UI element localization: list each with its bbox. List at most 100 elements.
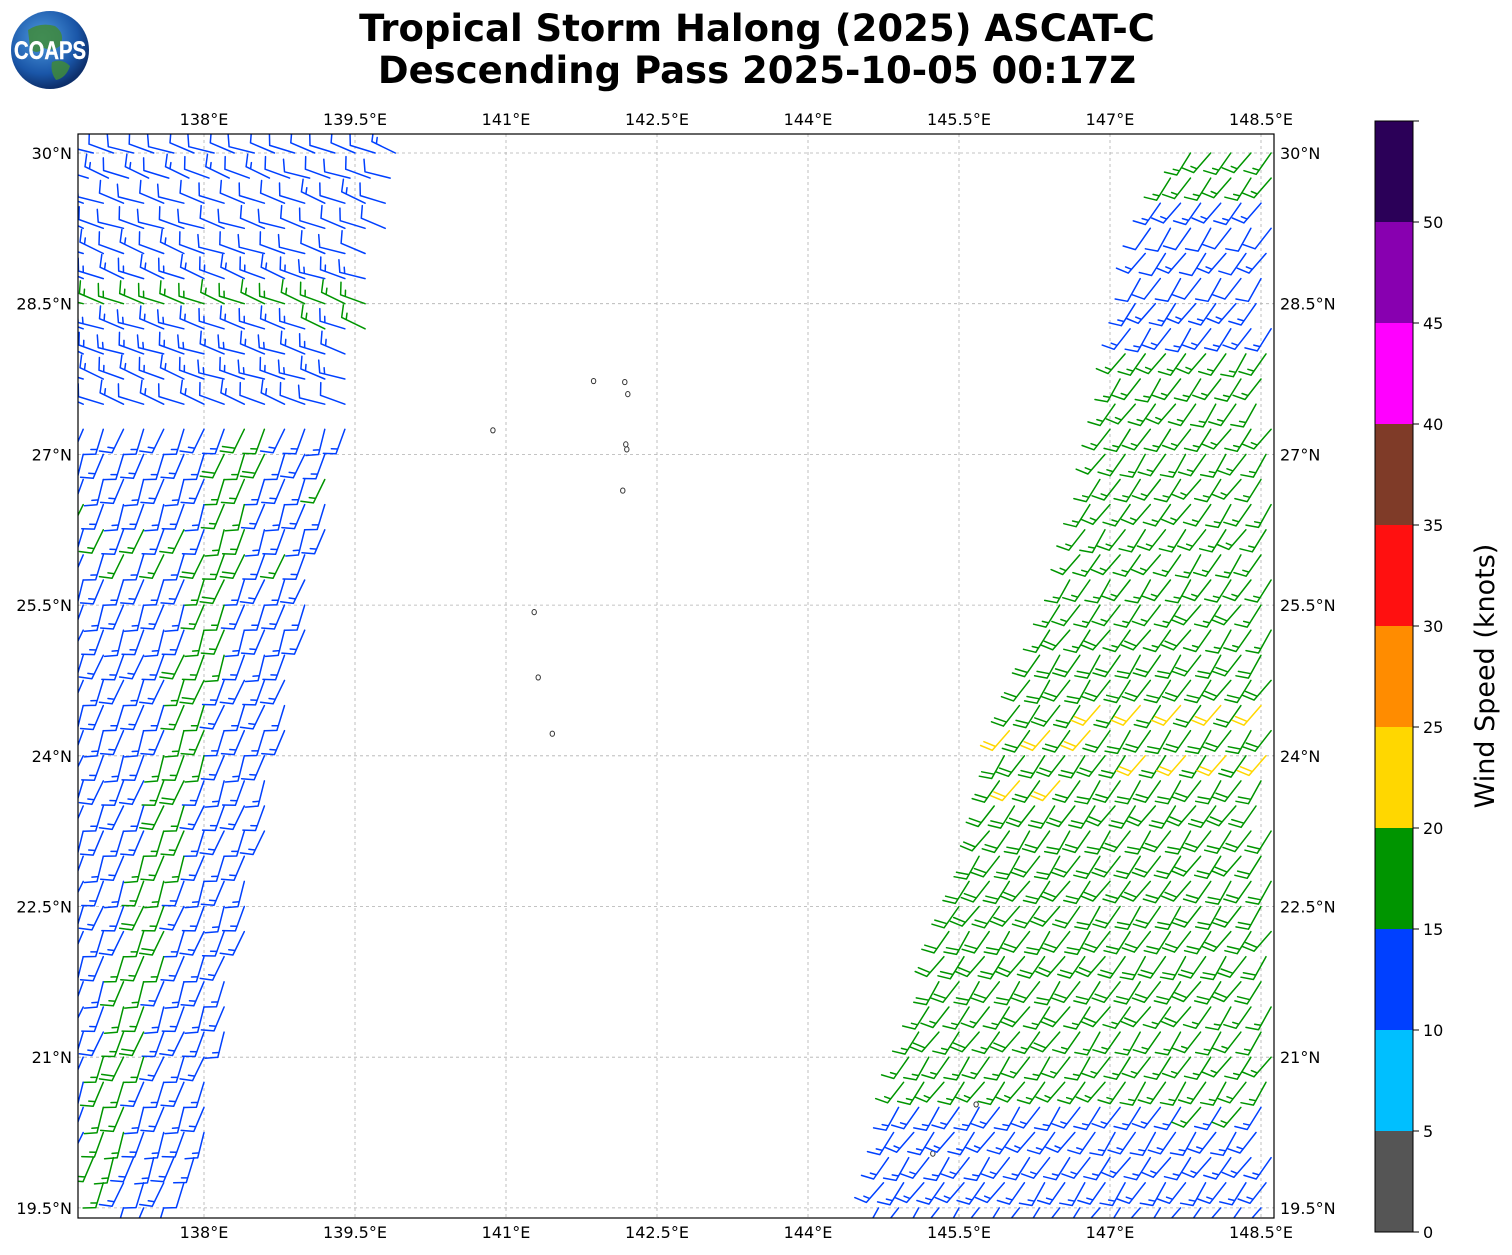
wind-barb: [181, 780, 205, 807]
wind-barb: [1236, 252, 1267, 274]
wind-barb: [1005, 805, 1036, 828]
wind-barb: [1000, 930, 1031, 953]
wind-barb: [1120, 629, 1152, 651]
wind-barb: [994, 955, 1026, 978]
wind-barb: [122, 679, 145, 707]
wind-barb: [1080, 880, 1111, 902]
wind-barb: [199, 330, 225, 355]
wind-barb: [1127, 403, 1157, 427]
wind-barb: [242, 805, 266, 832]
lat-tick-label-left: 19.5°N: [16, 1199, 72, 1218]
wind-barb: [954, 955, 985, 978]
wind-barb: [1184, 227, 1212, 252]
wind-barb: [866, 1131, 895, 1156]
wind-barb: [1068, 805, 1096, 829]
wind-barb: [1150, 704, 1182, 726]
lat-ticks-left: 30°N 28.5°N 27°N 25.5°N 24°N 22.5°N 21°N 19.5°N: [16, 144, 72, 1218]
wind-barb: [117, 383, 145, 405]
wind-barb: [98, 679, 125, 705]
wind-barb: [116, 183, 145, 204]
wind-barb: [140, 478, 165, 505]
wind-barb: [876, 1182, 905, 1206]
wind-barb: [78, 376, 84, 380]
wind-barb: [319, 256, 346, 280]
wind-barb: [83, 604, 105, 633]
wind-barb: [1072, 554, 1101, 577]
wind-barb: [160, 453, 185, 480]
wind-barb: [1003, 830, 1031, 855]
wind-barb: [1244, 328, 1272, 352]
wind-barb: [83, 478, 105, 507]
wind-barb: [259, 231, 286, 255]
lon-tick-label-bottom: 148.5°E: [1229, 1223, 1293, 1242]
wind-barb: [1205, 880, 1232, 905]
wind-barb: [1193, 604, 1222, 628]
wind-barb: [258, 282, 286, 305]
wind-barb: [98, 231, 125, 255]
wind-barb: [78, 579, 84, 604]
wind-barb: [1203, 328, 1232, 352]
wind-barb: [302, 453, 326, 480]
wind-barb: [1114, 780, 1141, 805]
wind-barb: [223, 579, 246, 606]
wind-barb: [1051, 1106, 1081, 1129]
wind-barb: [224, 880, 246, 909]
wind-barb: [201, 679, 225, 706]
wind-barb: [98, 930, 125, 956]
wind-barb: [989, 905, 1021, 927]
colorbar-tick-label: 30: [1423, 617, 1443, 636]
wind-barb: [1011, 780, 1041, 803]
wind-barb: [1212, 1031, 1242, 1054]
wind-barb: [198, 381, 225, 405]
wind-barb: [142, 157, 170, 179]
wind-barb: [99, 478, 125, 505]
wind-barb: [1161, 177, 1192, 200]
wind-barb: [1042, 1156, 1071, 1181]
wind-barb: [909, 1031, 940, 1053]
wind-barb: [1235, 905, 1262, 930]
wind-barb: [178, 231, 205, 255]
wind-barb: [1161, 880, 1192, 902]
wind-barb: [240, 279, 266, 305]
wind-barb: [1041, 1056, 1071, 1079]
wind-barb: [282, 554, 306, 581]
wind-barb: [1224, 679, 1252, 704]
wind-barb: [1035, 1081, 1066, 1103]
wind-barb: [953, 981, 980, 1006]
wind-barb: [1100, 1156, 1131, 1179]
wind-barb: [1090, 554, 1121, 576]
wind-barb: [1150, 202, 1182, 224]
wind-barb: [162, 428, 185, 456]
wind-barb: [923, 1156, 950, 1182]
colorbar-ticks: 0 5 10 15 20 25 30 35 40 45 50: [1413, 120, 1443, 1242]
wind-barb: [146, 134, 175, 154]
wind-barb: [122, 930, 145, 958]
wind-barb: [103, 503, 125, 532]
wind-barb: [159, 780, 185, 806]
wind-barb: [1227, 1131, 1257, 1154]
wind-barb: [101, 780, 125, 807]
wind-barb: [157, 383, 185, 405]
wind-barb: [1219, 1182, 1247, 1206]
wind-barb: [872, 1106, 900, 1131]
wind-barb: [124, 153, 150, 179]
map-frame: [77, 133, 1275, 1219]
wind-barb: [82, 805, 105, 832]
wind-barb: [123, 729, 145, 758]
wind-barb: [1182, 1006, 1212, 1030]
wind-barb: [123, 981, 145, 1009]
wind-barb: [1117, 353, 1146, 376]
wind-barb: [139, 253, 165, 280]
wind-barb: [1119, 955, 1146, 981]
wind-barb: [1181, 830, 1212, 853]
wind-barb: [860, 1156, 890, 1180]
wind-barb: [142, 955, 165, 983]
wind-barb: [1213, 202, 1242, 226]
wind-barb: [1141, 579, 1172, 602]
wind-barb: [1020, 729, 1051, 752]
wind-barb: [1240, 955, 1267, 981]
wind-barb: [160, 1081, 185, 1107]
wind-barb: [138, 356, 165, 380]
wind-barb: [219, 679, 246, 705]
wind-barb: [181, 1031, 205, 1058]
